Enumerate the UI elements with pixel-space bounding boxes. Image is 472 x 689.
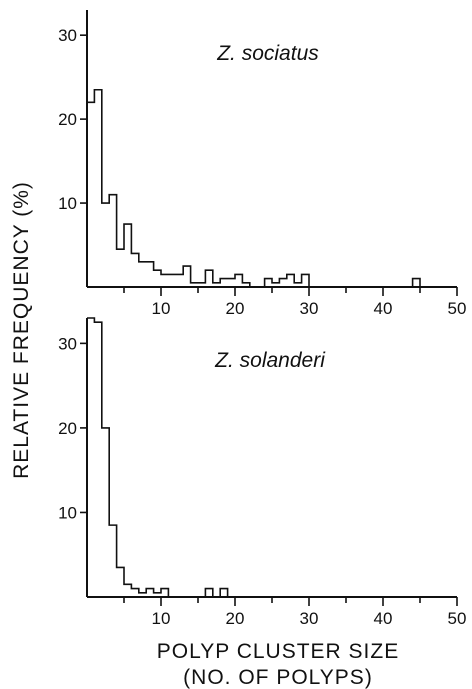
y-tick-label: 10 (58, 194, 77, 213)
histogram-bar (287, 274, 294, 287)
y-tick-label: 10 (58, 503, 77, 522)
histogram-bar (235, 274, 242, 287)
panel-sociatus: Z. sociatus 10 20 30 40 50 10 20 30 (58, 10, 466, 318)
histogram-bar (87, 318, 94, 597)
histogram-bar (139, 593, 146, 597)
x-tick-label: 40 (374, 299, 393, 318)
histogram-bar (102, 428, 109, 597)
histogram-bar (109, 525, 116, 597)
histogram-bar (124, 584, 131, 597)
y-tick-label: 30 (58, 26, 77, 45)
histogram-bar (279, 279, 286, 287)
histogram-bar (161, 274, 168, 287)
x-axis-label-line2: (NO. OF POLYPS) (183, 666, 373, 689)
x-tick-label: 20 (226, 609, 245, 628)
histogram-bar (213, 283, 220, 287)
histogram-bar (205, 270, 212, 287)
histogram-outline (87, 88, 457, 288)
panel-solanderi: Z. solanderi 10 20 30 40 50 10 20 30 (58, 317, 467, 628)
panel-title-sociatus: Z. sociatus (216, 42, 319, 65)
histogram-bar (183, 266, 190, 287)
x-tick-label: 10 (152, 299, 171, 318)
y-tick-label: 20 (58, 419, 77, 438)
x-tick-label: 30 (300, 299, 319, 318)
y-tick-label: 30 (58, 334, 77, 353)
x-axis-label-line1: POLYP CLUSTER SIZE (157, 640, 399, 663)
histogram-bar (87, 102, 94, 287)
histogram-bar (131, 589, 138, 597)
histogram-bar (146, 589, 153, 597)
histogram-bar (191, 283, 198, 287)
y-tick-label: 20 (58, 110, 77, 129)
histogram-bar (146, 262, 153, 287)
histogram-bar (161, 589, 168, 597)
histogram-bar (102, 203, 109, 287)
histogram-bar (131, 253, 138, 287)
histogram-bar (220, 279, 227, 287)
histogram-bar (302, 274, 309, 287)
histogram-bar (109, 195, 116, 287)
histogram-bar (198, 283, 205, 287)
histogram-bar (124, 224, 131, 287)
histogram-bar (205, 589, 212, 597)
histogram-bar (117, 249, 124, 287)
histogram-bar (94, 322, 101, 597)
histogram-bar (220, 589, 227, 597)
x-tick-label: 20 (226, 299, 245, 318)
histogram-bar (154, 270, 161, 287)
histogram-bar (265, 279, 272, 287)
x-tick-label: 10 (152, 609, 171, 628)
y-axis-label: RELATIVE FREQUENCY (%) (10, 181, 33, 479)
x-tick-label: 50 (448, 299, 467, 318)
x-tick-label: 30 (300, 609, 319, 628)
histogram-bar (139, 262, 146, 287)
histogram-bar (168, 274, 175, 287)
histogram-outline (87, 317, 457, 598)
x-tick-label: 40 (374, 609, 393, 628)
histogram-bar (413, 279, 420, 287)
histogram-bar (154, 593, 161, 597)
panel-title-solanderi: Z. solanderi (214, 349, 326, 372)
histogram-bar (117, 567, 124, 597)
histogram-bar (294, 283, 301, 287)
histogram-bar (242, 283, 249, 287)
histogram-bar (94, 90, 101, 287)
x-tick-label: 50 (448, 609, 467, 628)
histogram-bar (176, 274, 183, 287)
histogram-bar (228, 279, 235, 287)
histogram-bar (272, 283, 279, 287)
